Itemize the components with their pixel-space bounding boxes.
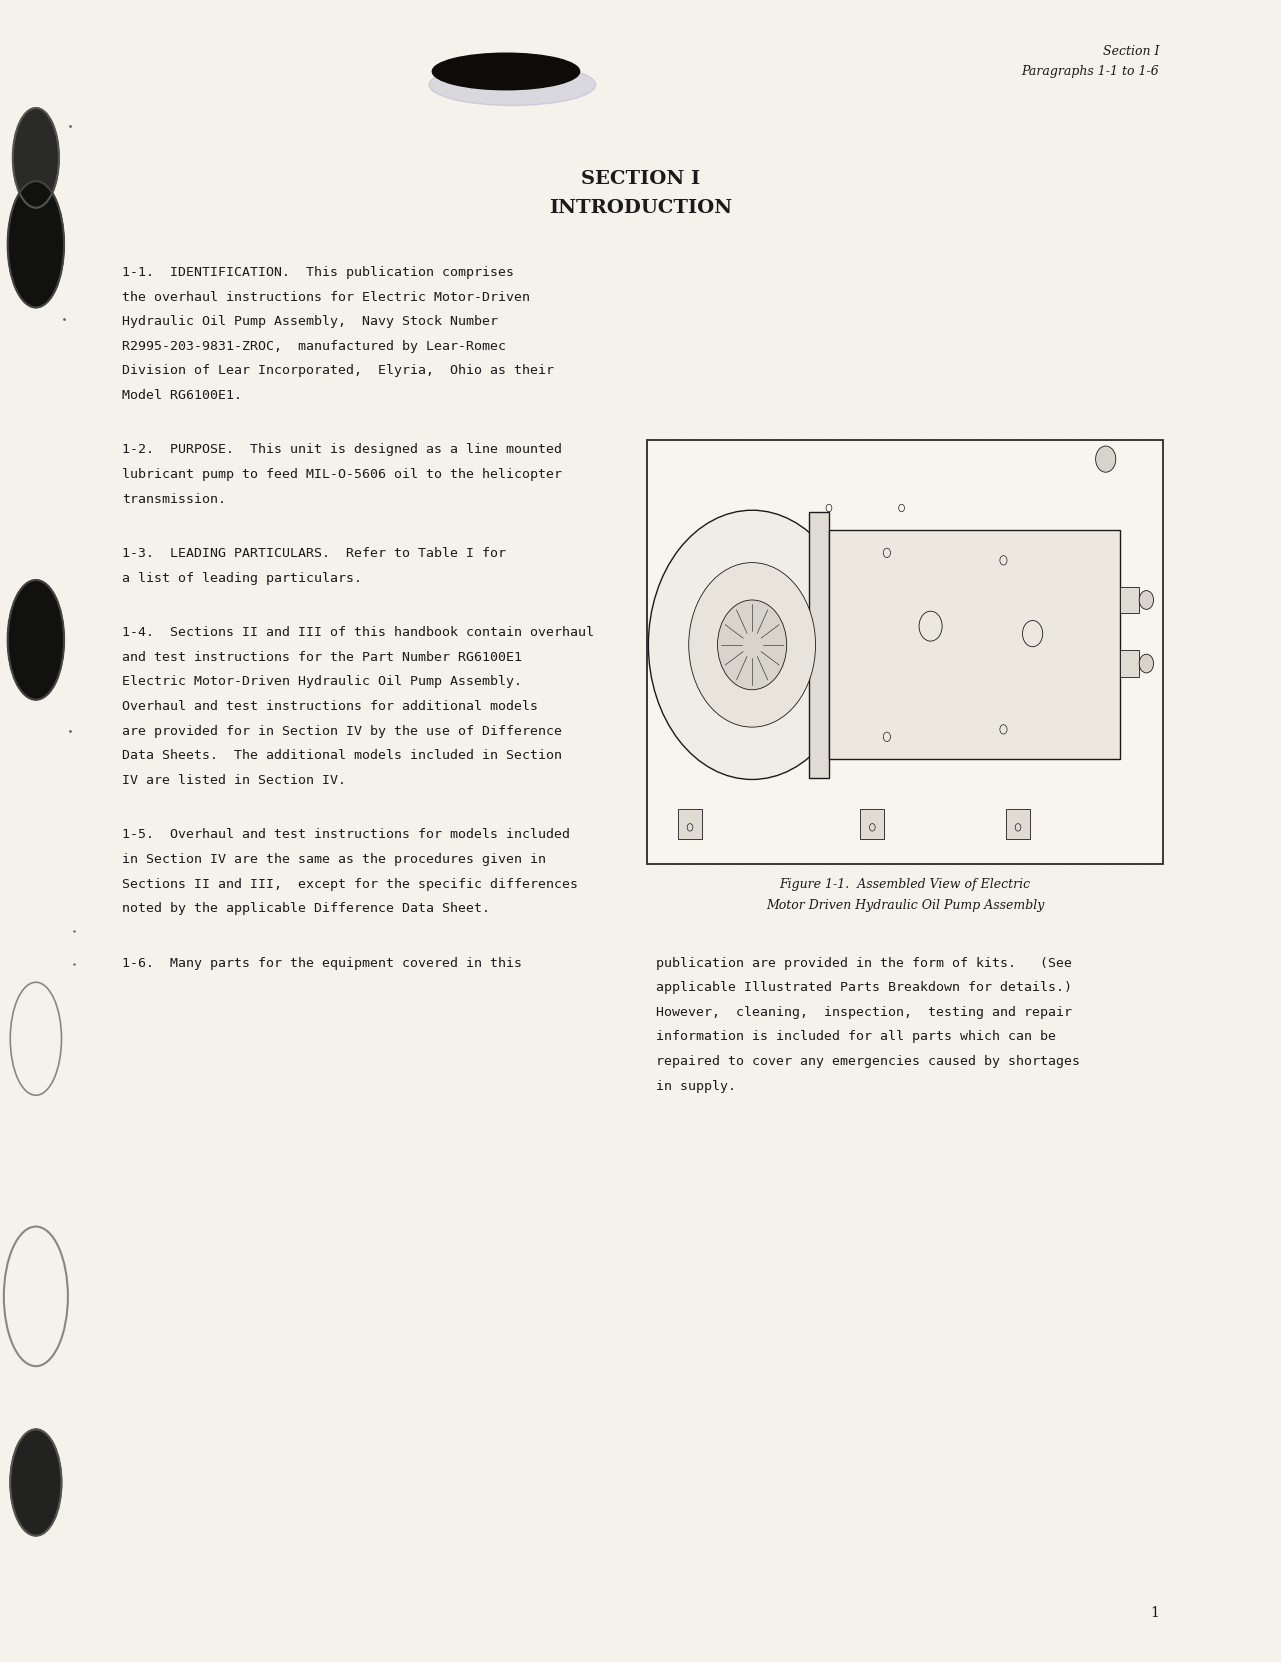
Text: information is included for all parts which can be: information is included for all parts wh…: [656, 1030, 1056, 1044]
Ellipse shape: [8, 181, 64, 307]
Text: Model RG6100E1.: Model RG6100E1.: [122, 389, 242, 402]
Ellipse shape: [689, 562, 816, 728]
Text: Section I: Section I: [1103, 45, 1159, 58]
Text: repaired to cover any emergencies caused by shortages: repaired to cover any emergencies caused…: [656, 1055, 1080, 1069]
Text: transmission.: transmission.: [122, 492, 225, 505]
Text: SECTION I: SECTION I: [582, 170, 699, 188]
Text: R2995-203-9831-ZROC,  manufactured by Lear-Romec: R2995-203-9831-ZROC, manufactured by Lea…: [122, 339, 506, 352]
Ellipse shape: [1139, 655, 1154, 673]
Text: Electric Motor-Driven Hydraulic Oil Pump Assembly.: Electric Motor-Driven Hydraulic Oil Pump…: [122, 675, 521, 688]
Bar: [1006, 809, 1030, 839]
Text: 1-3.  LEADING PARTICULARS.  Refer to Table I for: 1-3. LEADING PARTICULARS. Refer to Table…: [122, 547, 506, 560]
Text: 1-5.  Overhaul and test instructions for models included: 1-5. Overhaul and test instructions for …: [122, 828, 570, 841]
Ellipse shape: [10, 1429, 61, 1536]
Ellipse shape: [429, 63, 596, 106]
Text: Figure 1-1.  Assembled View of Electric: Figure 1-1. Assembled View of Electric: [779, 878, 1031, 891]
Text: and test instructions for the Part Number RG6100E1: and test instructions for the Part Numbe…: [122, 652, 521, 663]
Text: Motor Driven Hydraulic Oil Pump Assembly: Motor Driven Hydraulic Oil Pump Assembly: [766, 899, 1044, 912]
Text: Paragraphs 1-1 to 1-6: Paragraphs 1-1 to 1-6: [1021, 65, 1159, 78]
Bar: [861, 809, 884, 839]
Text: a list of leading particulars.: a list of leading particulars.: [122, 572, 361, 585]
Bar: [647, 440, 1163, 864]
Text: Overhaul and test instructions for additional models: Overhaul and test instructions for addit…: [122, 700, 538, 713]
Text: the overhaul instructions for Electric Motor-Driven: the overhaul instructions for Electric M…: [122, 291, 530, 304]
Bar: [1120, 650, 1139, 676]
Text: noted by the applicable Difference Data Sheet.: noted by the applicable Difference Data …: [122, 902, 489, 916]
Text: IV are listed in Section IV.: IV are listed in Section IV.: [122, 774, 346, 786]
Bar: [1120, 587, 1139, 613]
Bar: [829, 530, 1120, 760]
Text: lubricant pump to feed MIL-O-5606 oil to the helicopter: lubricant pump to feed MIL-O-5606 oil to…: [122, 469, 561, 480]
Text: applicable Illustrated Parts Breakdown for details.): applicable Illustrated Parts Breakdown f…: [656, 981, 1072, 994]
Text: 1: 1: [1150, 1607, 1159, 1620]
Ellipse shape: [648, 510, 856, 779]
Text: publication are provided in the form of kits.   (See: publication are provided in the form of …: [656, 957, 1072, 969]
Text: 1-2.  PURPOSE.  This unit is designed as a line mounted: 1-2. PURPOSE. This unit is designed as a…: [122, 444, 561, 457]
Ellipse shape: [717, 600, 787, 690]
Text: 1-6.  Many parts for the equipment covered in this: 1-6. Many parts for the equipment covere…: [122, 957, 521, 969]
Text: However,  cleaning,  inspection,  testing and repair: However, cleaning, inspection, testing a…: [656, 1006, 1072, 1019]
Text: Hydraulic Oil Pump Assembly,  Navy Stock Number: Hydraulic Oil Pump Assembly, Navy Stock …: [122, 316, 498, 327]
Text: in Section IV are the same as the procedures given in: in Section IV are the same as the proced…: [122, 853, 546, 866]
Text: Division of Lear Incorporated,  Elyria,  Ohio as their: Division of Lear Incorporated, Elyria, O…: [122, 364, 553, 377]
Text: 1-1.  IDENTIFICATION.  This publication comprises: 1-1. IDENTIFICATION. This publication co…: [122, 266, 514, 279]
Ellipse shape: [1139, 590, 1154, 610]
Text: 1-4.  Sections II and III of this handbook contain overhaul: 1-4. Sections II and III of this handboo…: [122, 627, 593, 640]
Ellipse shape: [8, 580, 64, 700]
Ellipse shape: [13, 108, 59, 208]
Text: INTRODUCTION: INTRODUCTION: [550, 199, 731, 218]
Text: Data Sheets.  The additional models included in Section: Data Sheets. The additional models inclu…: [122, 750, 561, 763]
Bar: [810, 512, 829, 778]
Text: Sections II and III,  except for the specific differences: Sections II and III, except for the spec…: [122, 878, 578, 891]
Ellipse shape: [432, 53, 579, 90]
Text: in supply.: in supply.: [656, 1080, 735, 1092]
Bar: [678, 809, 702, 839]
Ellipse shape: [1095, 445, 1116, 472]
Text: are provided for in Section IV by the use of Difference: are provided for in Section IV by the us…: [122, 725, 561, 738]
